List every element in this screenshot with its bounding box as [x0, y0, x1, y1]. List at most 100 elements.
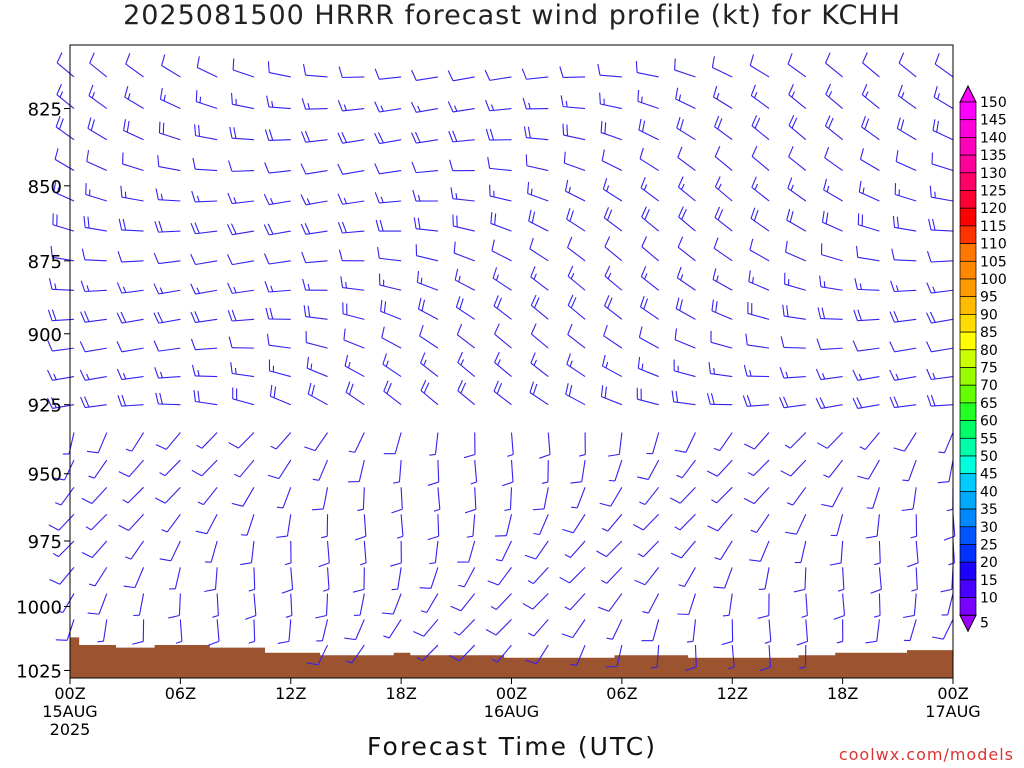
barb-staff — [764, 567, 770, 590]
barb-flag — [190, 283, 196, 295]
barb-staff — [268, 260, 291, 265]
barb-flag — [714, 176, 721, 188]
barb-staff — [206, 514, 218, 534]
barb-staff — [286, 514, 292, 537]
barb-flag — [676, 266, 682, 278]
wind-barb — [86, 150, 108, 172]
barb-flag — [307, 102, 311, 110]
barb-staff — [359, 593, 365, 616]
colorbar-label: 140 — [980, 130, 1007, 146]
barb-staff — [638, 129, 659, 141]
barb-flag — [929, 185, 932, 198]
barb-flag — [932, 286, 936, 293]
barb-staff — [492, 277, 512, 291]
barb-flag — [383, 301, 387, 313]
wind-barb — [897, 84, 917, 109]
barb-flag — [338, 66, 343, 78]
terrain-layer — [70, 637, 953, 678]
barb-flag — [749, 238, 754, 251]
wind-barb — [528, 209, 549, 232]
wind-barb — [304, 432, 328, 452]
wind-barb — [946, 487, 954, 512]
wind-barb — [419, 567, 439, 589]
wind-barb — [566, 353, 586, 378]
wind-barb — [857, 459, 880, 480]
barb-flag — [420, 277, 423, 284]
wind-barb — [601, 149, 623, 172]
barb-flag — [796, 640, 808, 646]
wind-barb — [780, 336, 806, 349]
barb-flag — [528, 209, 532, 222]
barb-flag — [55, 502, 62, 506]
wind-barb — [785, 514, 807, 535]
barb-flag — [380, 299, 383, 312]
barb-flag — [383, 380, 389, 392]
barb-flag — [601, 527, 608, 532]
wind-barb — [714, 115, 733, 141]
wind-barb — [562, 513, 586, 534]
barb-staff — [944, 432, 954, 454]
barb-flag — [779, 397, 785, 408]
barb-flag — [525, 154, 528, 166]
barb-staff — [652, 432, 660, 454]
wind-barb — [226, 254, 255, 266]
barb-staff — [452, 76, 475, 82]
wind-barb — [352, 567, 365, 593]
wind-barb — [117, 250, 144, 263]
barb-staff — [785, 251, 807, 262]
barb-flag — [893, 447, 905, 452]
barb-flag — [824, 115, 831, 127]
barb-staff — [898, 95, 917, 109]
barb-staff — [567, 275, 586, 291]
barb-flag — [91, 92, 96, 99]
barb-flag — [746, 395, 752, 407]
barb-flag — [821, 503, 833, 508]
y-tick-label: 850 — [28, 177, 62, 198]
barb-staff — [159, 132, 181, 141]
barb-flag — [637, 553, 644, 558]
barb-staff — [608, 593, 623, 612]
wind-barb — [859, 432, 880, 450]
barb-flag — [603, 207, 610, 219]
wind-barb — [489, 184, 512, 202]
barb-staff — [652, 619, 660, 641]
barb-flag — [864, 91, 869, 98]
barb-staff — [932, 130, 954, 141]
barb-flag — [53, 180, 57, 193]
wind-barb — [494, 351, 512, 377]
wind-barb — [493, 295, 512, 320]
barb-flag — [541, 481, 549, 485]
barb-flag — [601, 149, 605, 161]
wind-barb — [342, 302, 365, 320]
barb-flag — [678, 94, 682, 101]
barb-flag — [713, 367, 715, 375]
barb-staff — [242, 487, 255, 507]
barb-flag — [374, 68, 380, 80]
barb-flag — [52, 552, 59, 558]
barb-flag — [240, 562, 252, 566]
wind-barb — [815, 368, 843, 381]
barb-flag — [607, 453, 620, 457]
wind-barb — [530, 294, 549, 320]
wind-barb — [453, 241, 475, 262]
wind-barb — [347, 459, 365, 483]
barb-flag — [674, 58, 676, 70]
barb-flag — [933, 86, 938, 98]
barb-flag — [233, 286, 237, 294]
barb-flag — [312, 478, 319, 481]
wind-barb — [316, 619, 329, 642]
barb-staff — [138, 593, 145, 616]
wind-barb — [836, 619, 844, 644]
barb-flag — [711, 499, 717, 504]
barb-staff — [59, 567, 75, 585]
barb-flag — [824, 146, 830, 158]
barb-flag — [343, 328, 346, 341]
barb-staff — [857, 256, 880, 262]
barb-flag — [55, 639, 68, 641]
colorbar-label: 100 — [980, 272, 1007, 288]
barb-staff — [210, 540, 218, 563]
barb-flag — [926, 250, 932, 263]
colorbar-label: 130 — [980, 166, 1007, 182]
barb-flag — [893, 310, 899, 322]
barb-staff — [86, 160, 108, 172]
